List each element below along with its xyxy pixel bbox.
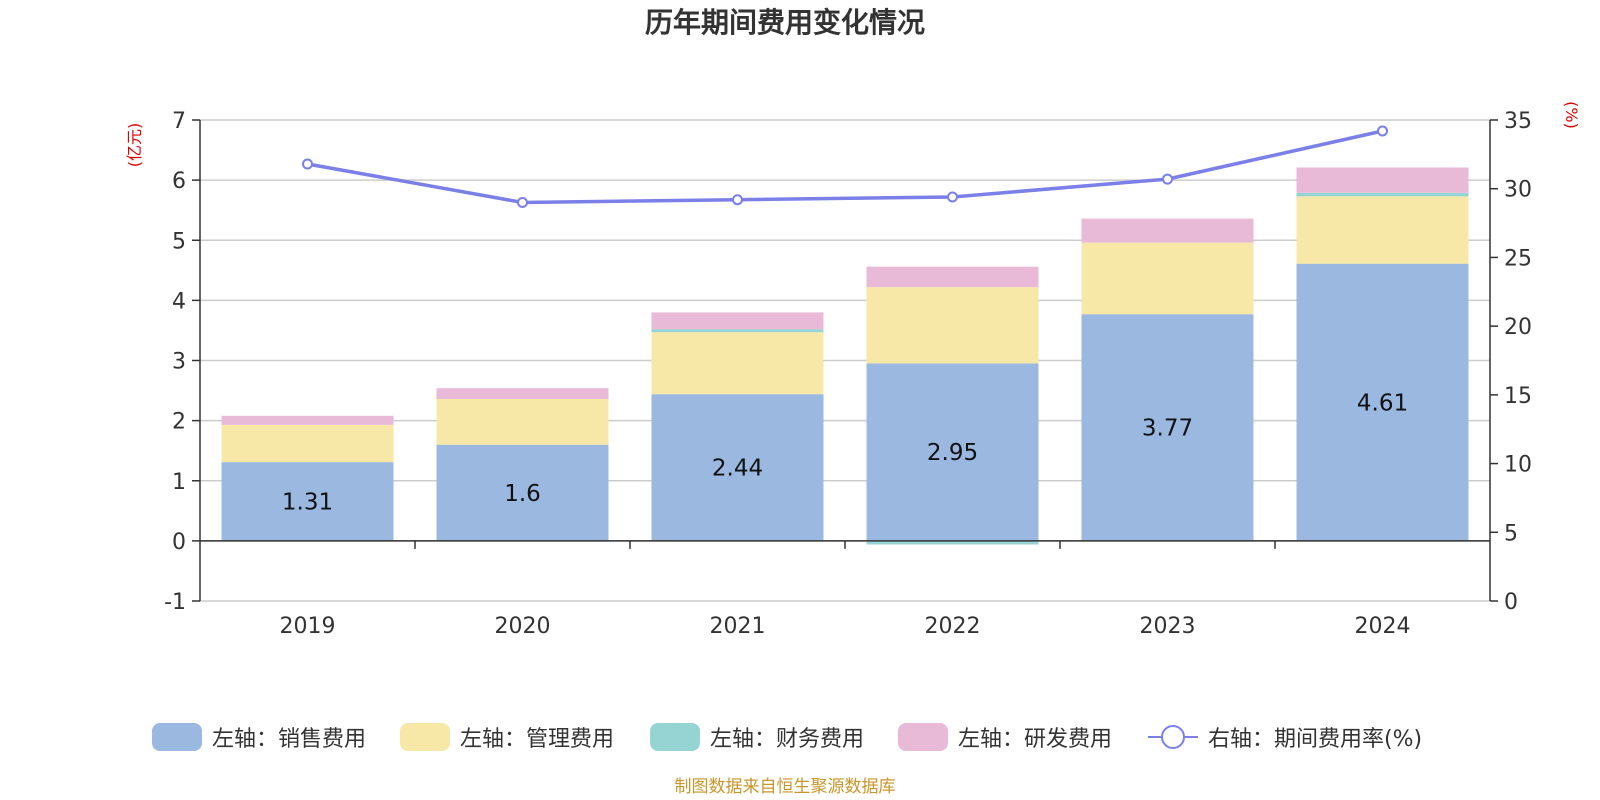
chart-title: 历年期间费用变化情况 [645,6,925,39]
rate-point [302,158,313,170]
bars-layer [221,167,1469,545]
data-labels-layer: 1.31 1.6 2.44 2.95 3.77 4.61 [282,390,1408,515]
legend-marker [1161,725,1185,749]
bar-data-label: 4.61 [1357,390,1408,416]
bar-data-label: 3.77 [1142,416,1193,442]
legend-label: 左轴：销售费用 [212,727,366,752]
legend-swatch [400,723,450,751]
bar-data-label: 2.44 [712,456,763,482]
right-tick-label: 25 [1504,246,1532,271]
axes-layer: -1 0 1 2 3 4 5 6 7 0 5 10 15 20 25 30 35 2019 2020 2021 2022… [125,101,1581,639]
legend-swatch [152,723,202,751]
right-tick-label: 5 [1504,521,1518,546]
rate-point [732,194,743,206]
legend-label: 左轴：研发费用 [958,727,1112,752]
left-tick-label: 6 [172,169,186,194]
bar-segment [1296,196,1469,264]
legend: 左轴：销售费用 左轴：管理费用 左轴：财务费用 左轴：研发费用 右轴：期间费用率(%) [152,723,1422,752]
legend-label: 左轴：财务费用 [710,727,864,752]
rate-line [307,129,1383,205]
right-tick-label: 20 [1504,315,1532,340]
bar-segment [221,424,394,463]
rate-point [1377,125,1388,137]
left-axis-unit: (亿元) [125,123,144,168]
bar-segment [436,388,609,399]
bar-segment [866,540,1039,545]
left-tick-label: 3 [172,350,186,375]
left-tick-label: 7 [172,109,186,134]
left-tick-label: 0 [172,530,186,555]
bar-segment [1081,242,1254,315]
bar-segment [436,444,609,541]
bar-segment [651,394,824,541]
left-tick-label: 4 [172,289,186,314]
bar-segment [866,266,1039,288]
right-tick-label: 35 [1504,109,1532,134]
bar-segment [866,363,1039,541]
category-label: 2024 [1355,614,1411,639]
legend-swatch [650,723,700,751]
bar-segment [1296,167,1469,193]
right-tick-label: 10 [1504,453,1532,478]
category-label: 2020 [495,614,551,639]
bar-segment [1081,314,1254,541]
legend-label: 左轴：管理费用 [460,727,614,752]
footer-source: 制图数据来自恒生聚源数据库 [675,777,896,797]
rate-point [947,191,958,203]
bar-segment [1296,263,1469,541]
bar-segment [866,287,1039,364]
left-tick-label: 1 [172,470,186,495]
category-label: 2022 [925,614,981,639]
bar-segment [221,415,394,425]
category-label: 2021 [710,614,766,639]
right-axis-unit: (%) [1562,101,1581,129]
bar-segment [221,462,394,541]
legend-label: 右轴：期间费用率(%) [1208,727,1422,752]
bar-segment [651,329,824,333]
legend-swatch [898,723,948,751]
rate-point [1162,173,1173,185]
bar-segment [651,312,824,330]
rate-point [517,196,528,208]
bar-segment [1081,218,1254,243]
bar-data-label: 1.6 [504,481,541,507]
bar-segment [1296,192,1469,197]
bar-segment [436,398,609,445]
left-tick-label: -1 [164,590,186,615]
right-tick-label: 15 [1504,384,1532,409]
bar-data-label: 1.31 [282,489,333,515]
right-tick-label: 0 [1504,590,1518,615]
rate-line-layer [302,125,1388,208]
category-label: 2023 [1140,614,1196,639]
bar-data-label: 2.95 [927,440,978,466]
bar-segment [651,332,824,395]
left-tick-label: 2 [172,410,186,435]
right-tick-label: 30 [1504,178,1532,203]
left-tick-label: 5 [172,229,186,254]
category-label: 2019 [280,614,336,639]
